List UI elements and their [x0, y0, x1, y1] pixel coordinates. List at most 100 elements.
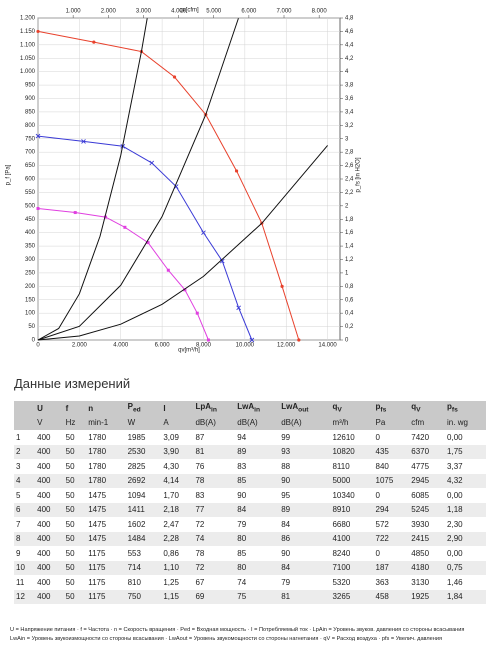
table-cell: 0	[375, 490, 380, 500]
x2-tick-label: 2.000	[101, 9, 117, 15]
point	[73, 211, 77, 215]
table-cell: n	[86, 401, 126, 416]
table-cell: 3265	[330, 589, 374, 604]
table-row: 8 400 50 1475 1484 2,28 74 80 86 4100 722 2415 2,90	[14, 531, 486, 546]
point	[195, 311, 199, 315]
table-cell: 400	[35, 444, 64, 459]
table-cell: 78	[193, 473, 236, 488]
y-tick-label: 550	[25, 190, 36, 196]
table-cell: 1,75	[445, 444, 486, 459]
table-cell: 1,46	[447, 577, 463, 587]
table-cell: 4100	[330, 531, 374, 546]
footnote: LwAin = Уровень звукоизмощности со сторо…	[10, 636, 443, 642]
point	[280, 284, 284, 288]
table-cell: 4850	[411, 548, 430, 558]
table-cell: 1780	[88, 461, 107, 471]
table-cell: 50	[63, 502, 87, 517]
table-cell: 7100	[330, 560, 374, 575]
y-tick-label: 750	[25, 136, 36, 142]
table-cell: 1602	[127, 519, 146, 529]
table-cell: I	[161, 401, 194, 416]
header-text: f	[65, 403, 69, 413]
y2-tick-label: 2,4	[345, 177, 354, 183]
x2-tick-label: 4.000	[171, 9, 187, 15]
y2-tick-label: 1,6	[345, 230, 354, 236]
y-tick-label: 1.000	[20, 69, 36, 75]
header-text: n	[88, 403, 94, 413]
table-cell: 1780	[86, 444, 126, 459]
table-cell: 10340	[332, 490, 355, 500]
table-cell: 94	[237, 432, 247, 442]
header-text: LwA	[281, 402, 299, 412]
table-cell: Ped	[125, 401, 162, 416]
series-line	[37, 145, 328, 341]
table-row: 4 400 50 1780 2692 4,14 78 85 90 5000 1075 2945 4,32	[14, 473, 486, 488]
y-tick-label: 700	[25, 150, 36, 156]
y-tick-label: 950	[25, 83, 36, 89]
table-cell: 5320	[332, 577, 351, 587]
point	[249, 337, 255, 343]
table-cell: 83	[237, 461, 247, 471]
x2-tick-label: 7.000	[277, 9, 293, 15]
y2-tick-label: 0,2	[345, 324, 354, 330]
table-cell: 0,00	[447, 548, 463, 558]
point	[297, 338, 301, 342]
x-tick-label: 6.000	[155, 343, 171, 349]
table-cell: f	[63, 401, 87, 416]
table-cell: in. wg	[445, 415, 486, 430]
table-cell: 5245	[409, 502, 446, 517]
table-cell: 12	[14, 589, 36, 604]
table-cell: 1,84	[445, 589, 486, 604]
x-axis-title: qv[m³/h]	[178, 348, 200, 354]
table-cell	[14, 401, 36, 416]
table-cell: 90	[281, 548, 291, 558]
table-cell: 2	[14, 444, 36, 459]
table-cell: 84	[281, 519, 291, 529]
table-cell: 1,25	[163, 577, 179, 587]
table-cell: 1,18	[445, 502, 486, 517]
y-tick-label: 1.050	[20, 56, 36, 62]
table-cell: qV	[409, 401, 446, 416]
table-cell: 0,00	[447, 432, 463, 442]
y-tick-label: 450	[25, 217, 36, 223]
table-cell: Pa	[373, 415, 410, 430]
table-cell: 81	[279, 589, 331, 604]
header-text: P	[127, 402, 133, 412]
table-cell: 1484	[125, 531, 162, 546]
table-cell: 2945	[409, 473, 446, 488]
point	[35, 133, 41, 139]
table-cell: 87	[195, 432, 205, 442]
table-cell: U	[35, 401, 64, 416]
table-cell: 67	[195, 577, 205, 587]
table-cell: 187	[373, 560, 410, 575]
table-cell: 3130	[411, 577, 430, 587]
table-row: 3 400 50 1780 2825 4,30 76 83 88 8110 840 4775 3,37	[14, 459, 486, 474]
header-text: LpA	[195, 402, 212, 412]
y-tick-label: 800	[25, 123, 36, 129]
table-cell: 1,70	[163, 490, 179, 500]
table-title: Данные измерений	[14, 376, 131, 391]
table-cell: 1175	[88, 548, 106, 558]
y2-tick-label: 3,4	[345, 109, 354, 115]
y2-tick-label: 4,8	[345, 16, 354, 22]
x2-tick-label: 8.000	[312, 9, 328, 15]
table-cell: 3930	[411, 519, 430, 529]
table-cell: pfs	[445, 401, 486, 416]
header-sub: in	[254, 407, 261, 415]
x-tick-label: 14.000	[318, 343, 337, 349]
table-cell: 3	[16, 461, 21, 471]
table-cell: 2,47	[163, 519, 179, 529]
table-cell: dB(A)	[193, 415, 236, 430]
table-cell: 2,28	[161, 531, 194, 546]
table-cell: 7420	[411, 432, 430, 442]
table-cell: 2,90	[445, 531, 486, 546]
table-cell: 90	[279, 473, 331, 488]
table-cell: 572	[375, 519, 389, 529]
table-cell: 1411	[125, 502, 162, 517]
table-cell: 75	[235, 589, 280, 604]
table-cell: 50	[65, 432, 75, 442]
point	[183, 288, 187, 292]
table-cell: 80	[235, 560, 280, 575]
